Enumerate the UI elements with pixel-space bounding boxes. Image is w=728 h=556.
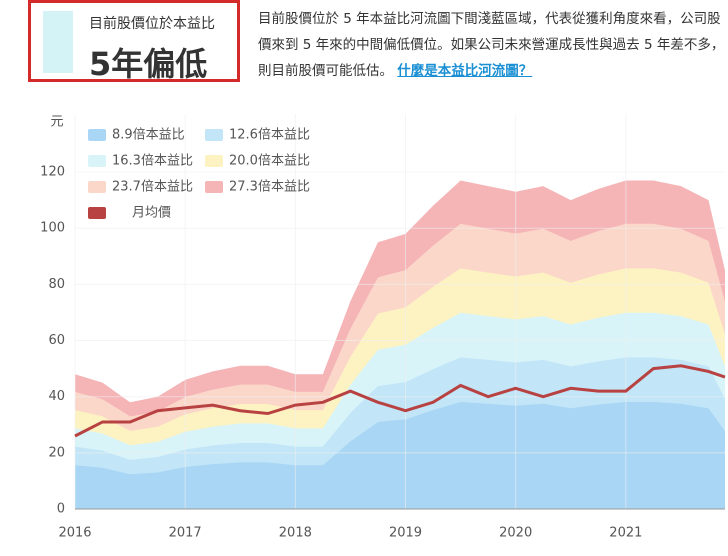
valuation-box: 目前股價位於本益比 5年偏低 bbox=[28, 0, 240, 83]
description: 目前股價位於 5 年本益比河流圖下間淺藍區域，代表從獲利角度來看，公司股價來到 … bbox=[258, 6, 726, 84]
legend-swatch bbox=[205, 129, 223, 141]
legend-swatch bbox=[88, 129, 106, 141]
help-link[interactable]: 什麼是本益比河流圖？ bbox=[397, 63, 533, 79]
legend-label: 20.0倍本益比 bbox=[229, 154, 310, 169]
y-tick-label: 100 bbox=[40, 221, 65, 236]
description-text: 目前股價位於 5 年本益比河流圖下間淺藍區域，代表從獲利角度來看，公司股價來到 … bbox=[258, 11, 725, 79]
valuation-label: 目前股價位於本益比 bbox=[89, 16, 215, 32]
legend-label: 27.3倍本益比 bbox=[229, 180, 310, 195]
legend-swatch bbox=[205, 155, 223, 167]
y-axis-label: 元 bbox=[50, 115, 63, 130]
legend-label: 8.9倍本益比 bbox=[112, 128, 185, 143]
pe-band bbox=[75, 402, 725, 509]
price-line bbox=[74, 364, 726, 438]
legend-swatch bbox=[205, 181, 223, 193]
legend-label: 12.6倍本益比 bbox=[229, 128, 310, 143]
valuation-value: 5年偏低 bbox=[89, 45, 208, 83]
y-tick-label: 40 bbox=[48, 389, 65, 404]
legend-label: 23.7倍本益比 bbox=[112, 180, 193, 195]
y-tick-label: 20 bbox=[48, 445, 65, 460]
y-tick-label: 0 bbox=[57, 502, 65, 517]
y-tick-label: 80 bbox=[48, 277, 65, 292]
x-tick-label: 2018 bbox=[279, 526, 312, 541]
x-tick-label: 2021 bbox=[609, 526, 642, 541]
valuation-swatch bbox=[43, 11, 73, 73]
y-tick-label: 120 bbox=[40, 165, 65, 180]
x-tick-label: 2019 bbox=[389, 526, 422, 541]
x-tick-label: 2020 bbox=[499, 526, 532, 541]
chart: 0 20 40 60 80 100 120 2016 2017 2018 2019 2020 2021 元… bbox=[40, 114, 726, 541]
legend-label: 16.3倍本益比 bbox=[112, 154, 193, 169]
legend-swatch bbox=[88, 207, 106, 219]
x-tick-label: 2017 bbox=[169, 526, 202, 541]
legend-swatch bbox=[88, 155, 106, 167]
y-tick-label: 60 bbox=[48, 333, 65, 348]
legend-swatch bbox=[88, 181, 106, 193]
legend-label: 月均價 bbox=[132, 206, 171, 221]
x-tick-label: 2016 bbox=[58, 526, 91, 541]
